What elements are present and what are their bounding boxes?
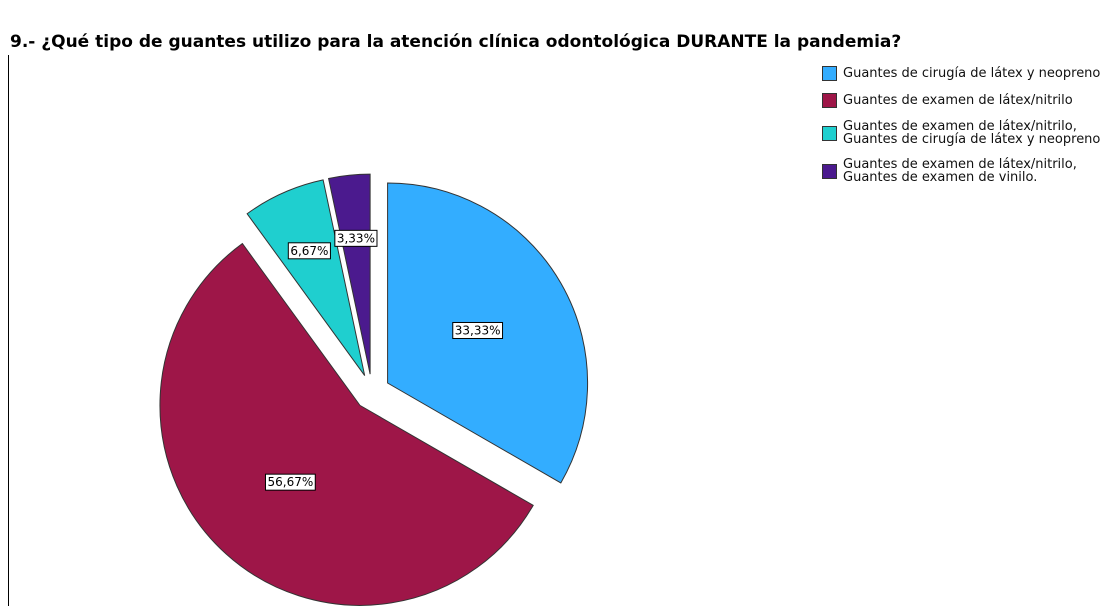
data-label-text: 6,67% xyxy=(290,244,328,258)
legend-label: Guantes de examen de látex/nitrilo, Guan… xyxy=(843,157,1077,185)
legend-item: Guantes de examen de látex/nitrilo, Guan… xyxy=(822,158,1112,184)
data-label: 56,67% xyxy=(264,473,316,491)
legend-label: Guantes de examen de látex/nitrilo xyxy=(843,93,1073,108)
legend-swatch xyxy=(822,66,837,81)
chart-title: 9.- ¿Qué tipo de guantes utilizo para la… xyxy=(10,32,901,52)
label-box xyxy=(264,473,316,491)
legend-swatch xyxy=(822,125,837,141)
legend-swatch xyxy=(822,93,837,108)
data-label: 6,67% xyxy=(287,242,331,260)
data-label: 33,33% xyxy=(452,321,504,339)
label-box xyxy=(287,242,331,260)
data-label-text: 33,33% xyxy=(455,323,501,337)
legend-label: Guantes de cirugía de látex y neopreno xyxy=(843,66,1101,81)
pie-slice xyxy=(327,173,371,375)
legend-label: Guantes de examen de látex/nitrilo, Guan… xyxy=(843,119,1101,147)
pie-slice xyxy=(246,179,366,376)
legend: Guantes de cirugía de látex y neopreno Gu… xyxy=(822,66,1112,184)
legend-item: Guantes de cirugía de látex y neopreno xyxy=(822,66,1112,81)
legend-swatch xyxy=(822,163,837,179)
pie-slice xyxy=(159,242,534,606)
legend-item: Guantes de examen de látex/nitrilo, Guan… xyxy=(822,120,1112,146)
data-label-text: 3,33% xyxy=(337,231,375,245)
label-box xyxy=(334,229,378,247)
label-box xyxy=(452,321,504,339)
data-label-text: 56,67% xyxy=(267,475,313,489)
data-label: 3,33% xyxy=(334,229,378,247)
legend-item: Guantes de examen de látex/nitrilo xyxy=(822,93,1112,108)
